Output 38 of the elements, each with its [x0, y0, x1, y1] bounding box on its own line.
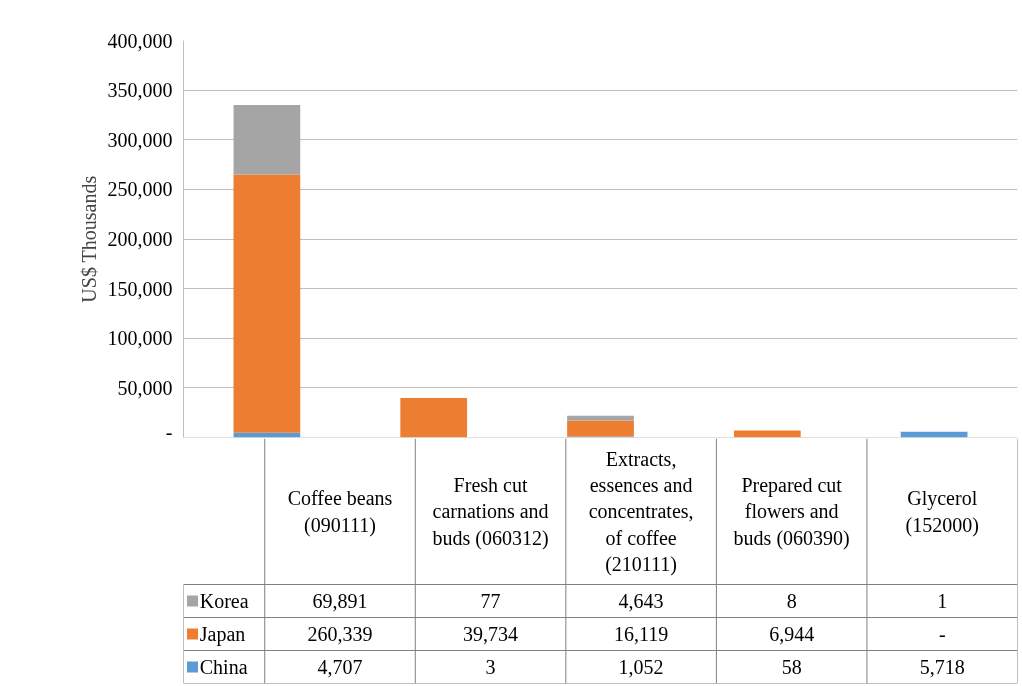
x-tick-label: Fresh cut carnations and buds (060312) — [432, 474, 549, 550]
data-label: 6,944 — [769, 623, 815, 645]
x-tick-label: Prepared cut flowers and buds (060390) — [733, 474, 850, 550]
y-tick-label: 50,000 — [117, 376, 173, 399]
bar — [233, 174, 301, 433]
x-tick-label: Glycerol (152000) — [905, 487, 979, 537]
data-label: 1 — [937, 590, 948, 612]
x-tick-label: Coffee beans (090111) — [287, 487, 393, 537]
bar — [733, 430, 801, 438]
y-tick-label: 300,000 — [107, 128, 173, 151]
data-label: 39,734 — [463, 623, 519, 645]
data-label: 16,119 — [613, 623, 669, 645]
text: - — [938, 623, 946, 645]
data-label: 1,052 — [618, 656, 664, 678]
data-label: 77 — [480, 590, 501, 612]
x-tick-label: Extracts, essences and concentrates, of coffee (210111) — [588, 447, 694, 577]
data-label: 260,339 — [307, 623, 373, 645]
y-tick-label: 250,000 — [107, 178, 173, 201]
legend-label: China — [199, 656, 248, 678]
y-tick-label: - — [165, 420, 173, 443]
y-tick-label: 150,000 — [107, 277, 173, 300]
data-label: 69,891 — [312, 590, 368, 612]
y-tick-label: 200,000 — [107, 228, 173, 250]
legend-label: Korea — [199, 590, 249, 612]
y-tick-label: 350,000 — [107, 79, 173, 102]
y-tick-label: 100,000 — [107, 327, 173, 350]
data-label: 3 — [485, 656, 496, 678]
legend-label: Japan — [199, 623, 246, 646]
data-label: 4,643 — [618, 590, 664, 612]
y-axis-title: US$ Thousands — [77, 175, 100, 303]
bar — [400, 398, 468, 438]
bar — [567, 420, 634, 437]
bar — [233, 105, 301, 175]
data-label: 4,707 — [317, 656, 363, 678]
data-label: 5,718 — [919, 656, 965, 678]
y-tick-label: 400,000 — [107, 29, 173, 52]
data-label: 8 — [786, 590, 797, 612]
data-label: 58 — [781, 656, 802, 678]
